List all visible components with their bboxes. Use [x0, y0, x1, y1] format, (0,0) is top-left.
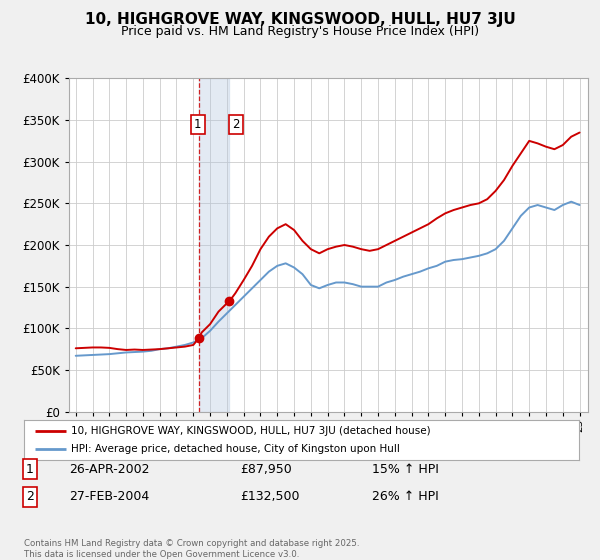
Text: 27-FEB-2004: 27-FEB-2004: [69, 490, 149, 503]
Text: 10, HIGHGROVE WAY, KINGSWOOD, HULL, HU7 3JU (detached house): 10, HIGHGROVE WAY, KINGSWOOD, HULL, HU7 …: [71, 426, 431, 436]
Text: 26-APR-2002: 26-APR-2002: [69, 463, 149, 476]
Text: 26% ↑ HPI: 26% ↑ HPI: [372, 490, 439, 503]
Bar: [199, 78, 229, 412]
Text: Contains HM Land Registry data © Crown copyright and database right 2025.
This d: Contains HM Land Registry data © Crown c…: [24, 539, 359, 559]
Text: £132,500: £132,500: [240, 490, 299, 503]
Text: Price paid vs. HM Land Registry's House Price Index (HPI): Price paid vs. HM Land Registry's House …: [121, 25, 479, 38]
Text: 15% ↑ HPI: 15% ↑ HPI: [372, 463, 439, 476]
Text: 2: 2: [232, 118, 240, 130]
Text: 10, HIGHGROVE WAY, KINGSWOOD, HULL, HU7 3JU: 10, HIGHGROVE WAY, KINGSWOOD, HULL, HU7 …: [85, 12, 515, 27]
Text: HPI: Average price, detached house, City of Kingston upon Hull: HPI: Average price, detached house, City…: [71, 445, 400, 454]
Text: £87,950: £87,950: [240, 463, 292, 476]
Text: 1: 1: [194, 118, 202, 130]
Text: 1: 1: [26, 463, 34, 476]
Text: 2: 2: [26, 490, 34, 503]
